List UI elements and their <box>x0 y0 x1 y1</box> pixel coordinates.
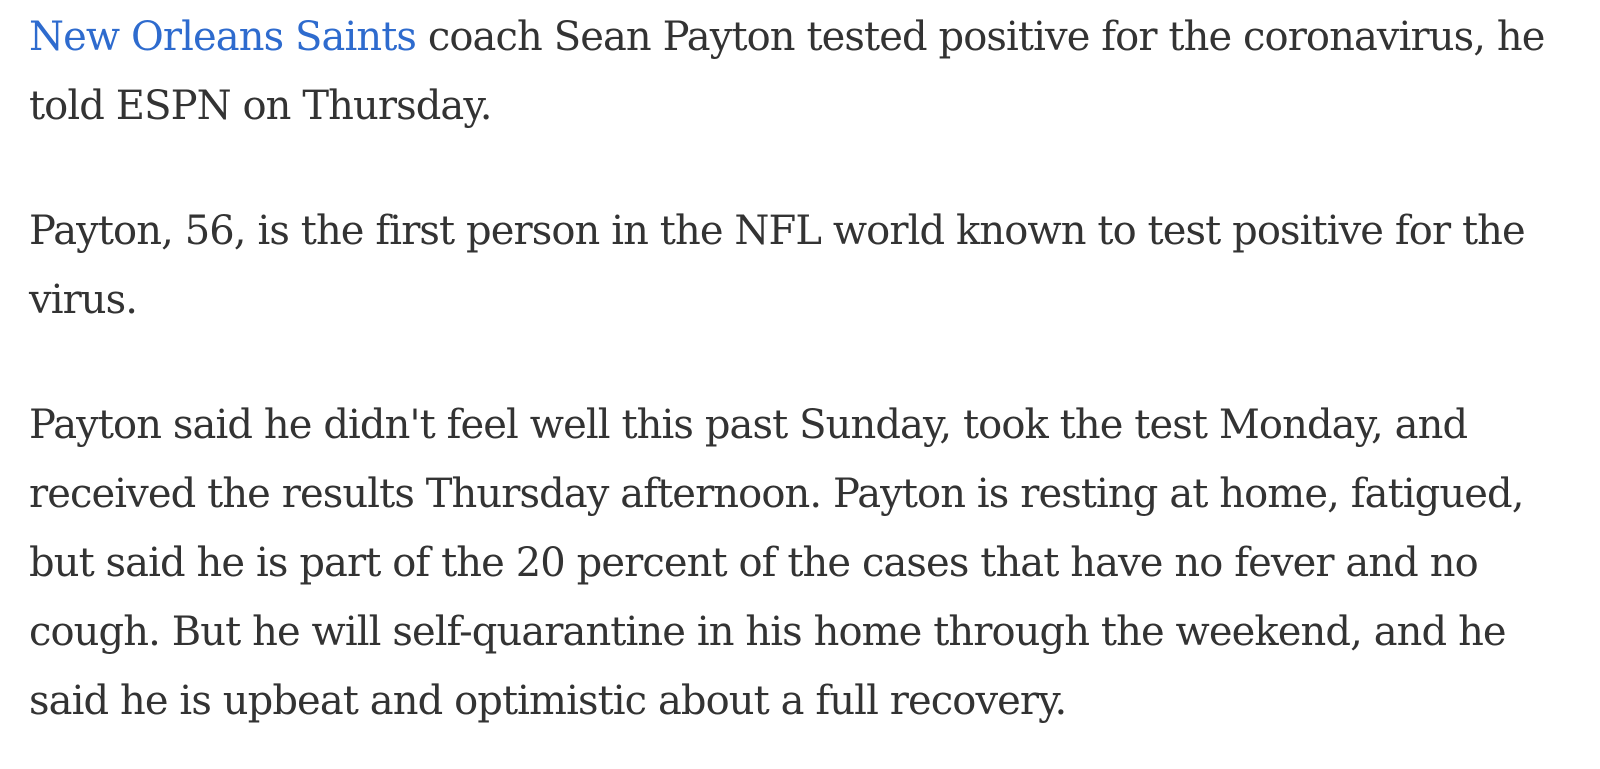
paragraph-3-text: Payton said he didn't feel well this pas… <box>29 402 1524 724</box>
article-paragraph-2: Payton, 56, is the first person in the N… <box>29 197 1554 335</box>
new-orleans-saints-link[interactable]: New Orleans Saints <box>29 14 417 60</box>
article-body: New Orleans Saints coach Sean Payton tes… <box>29 3 1554 736</box>
article-paragraph-1: New Orleans Saints coach Sean Payton tes… <box>29 3 1554 141</box>
article-paragraph-3: Payton said he didn't feel well this pas… <box>29 391 1554 736</box>
paragraph-1-text: coach Sean Payton tested positive for th… <box>29 14 1545 129</box>
paragraph-2-text: Payton, 56, is the first person in the N… <box>29 208 1526 323</box>
